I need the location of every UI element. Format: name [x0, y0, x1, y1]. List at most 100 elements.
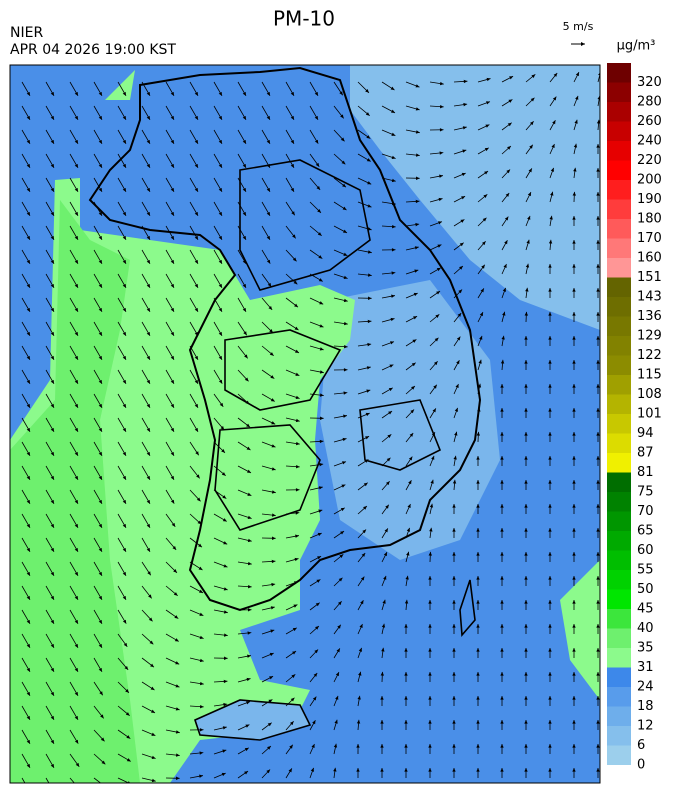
wind-arrowhead [292, 627, 297, 632]
colorbar-label: 160 [637, 251, 662, 266]
wind-arrowhead [266, 211, 270, 216]
wind-arrowhead [98, 211, 102, 216]
wind-arrowhead [572, 480, 576, 484]
wind-arrowhead [50, 763, 54, 768]
wind-arrowhead [122, 547, 126, 552]
pm-area [10, 200, 140, 783]
wind-arrowhead [344, 344, 348, 349]
wind-arrowhead [524, 432, 528, 436]
wind-arrowhead [367, 227, 372, 231]
source: NIER [10, 25, 43, 41]
wind-arrowhead [98, 451, 102, 456]
wind-arrowhead [336, 648, 340, 653]
wind-arrowhead [454, 407, 458, 412]
wind-arrowhead [199, 658, 204, 663]
wind-arrowhead [501, 335, 505, 340]
wind-arrowhead [481, 264, 485, 269]
wind-arrowhead [293, 280, 298, 285]
wind-arrowhead [74, 451, 78, 456]
wind-arrowhead [386, 457, 391, 462]
wind-arrowhead [500, 600, 504, 604]
wind-arrowhead [50, 571, 54, 576]
wind-arrowhead [572, 720, 576, 724]
wind-arrowhead [550, 191, 554, 196]
wind-arrowhead [218, 235, 222, 240]
colorbar-swatch [607, 609, 631, 629]
wind-arrowhead [428, 624, 432, 628]
wind-arrowhead [194, 235, 198, 240]
wind-arrowhead [194, 283, 198, 288]
wind-arrowhead [524, 744, 528, 748]
wind-arrowhead [428, 696, 432, 700]
wind-arrowhead [404, 623, 408, 628]
wind-arrowhead [484, 171, 489, 175]
colorbar-swatch [607, 726, 631, 746]
wind-arrowhead [74, 475, 78, 480]
wind-arrowhead [266, 259, 271, 264]
wind-arrowhead [319, 393, 324, 397]
wind-arrowhead [524, 576, 528, 580]
wind-arrowhead [218, 283, 222, 288]
wind-arrowhead [26, 763, 30, 768]
wind-arrowhead [199, 681, 204, 686]
wind-arrowhead [219, 402, 224, 407]
wind-arrowhead [50, 379, 54, 384]
map [10, 65, 600, 783]
wind-arrowhead [333, 743, 338, 748]
colorbar-label: 94 [637, 426, 654, 441]
colorbar-swatch [607, 82, 631, 102]
colorbar-label: 129 [637, 329, 662, 344]
wind-arrowhead [170, 187, 174, 192]
wind-arrowhead [98, 307, 102, 312]
wind-arrowhead [147, 571, 151, 576]
colorbar-swatch [607, 63, 631, 83]
wind-arrowhead [484, 147, 489, 152]
colorbar-swatch [607, 121, 631, 141]
wind-arrowhead [341, 484, 346, 488]
wind-arrowhead [575, 95, 579, 100]
wind-arrowhead [524, 552, 528, 556]
colorbar-swatch [607, 180, 631, 200]
wind-arrowhead [363, 506, 367, 510]
wind-arrowhead [500, 648, 504, 652]
wind-scale-arrowhead [581, 42, 585, 46]
wind-arrowhead [356, 719, 361, 724]
wind-arrowhead [75, 762, 80, 767]
wind-arrowhead [596, 504, 600, 508]
wind-arrowhead [433, 361, 438, 366]
wind-arrowhead [271, 444, 276, 448]
wind-arrowhead [387, 434, 392, 438]
wind-arrowhead [505, 192, 510, 197]
wind-arrowhead [146, 235, 150, 240]
wind-arrowhead [26, 307, 30, 312]
wind-arrowhead [477, 407, 481, 412]
wind-arrowhead [388, 411, 393, 415]
wind-arrowhead [122, 427, 126, 432]
wind-arrowhead [366, 158, 371, 162]
wind-arrowhead [410, 409, 415, 414]
wind-arrowhead [288, 768, 292, 773]
wind-arrowhead [552, 120, 556, 125]
wind-arrowhead [340, 114, 344, 119]
wind-arrowhead [50, 139, 54, 144]
wind-arrowhead [380, 768, 384, 772]
wind-arrowhead [26, 331, 30, 336]
wind-arrowhead [146, 259, 150, 264]
wind-arrowhead [380, 744, 384, 748]
wind-arrowhead [220, 425, 225, 430]
colorbar-swatch [607, 492, 631, 512]
wind-arrowhead [74, 571, 78, 576]
wind-arrowhead [405, 575, 409, 580]
wind-arrowhead [199, 774, 203, 778]
wind-arrowhead [199, 635, 204, 639]
wind-arrowhead [170, 235, 174, 240]
wind-arrowhead [194, 403, 198, 408]
wind-arrowhead [290, 163, 294, 168]
wind-arrowhead [430, 479, 434, 484]
wind-arrowhead [244, 354, 248, 359]
wind-arrowhead [222, 518, 227, 522]
wind-arrowhead [242, 139, 246, 144]
wind-arrowhead [294, 303, 298, 308]
wind-arrowhead [124, 665, 129, 670]
colorbar-swatch [607, 687, 631, 707]
